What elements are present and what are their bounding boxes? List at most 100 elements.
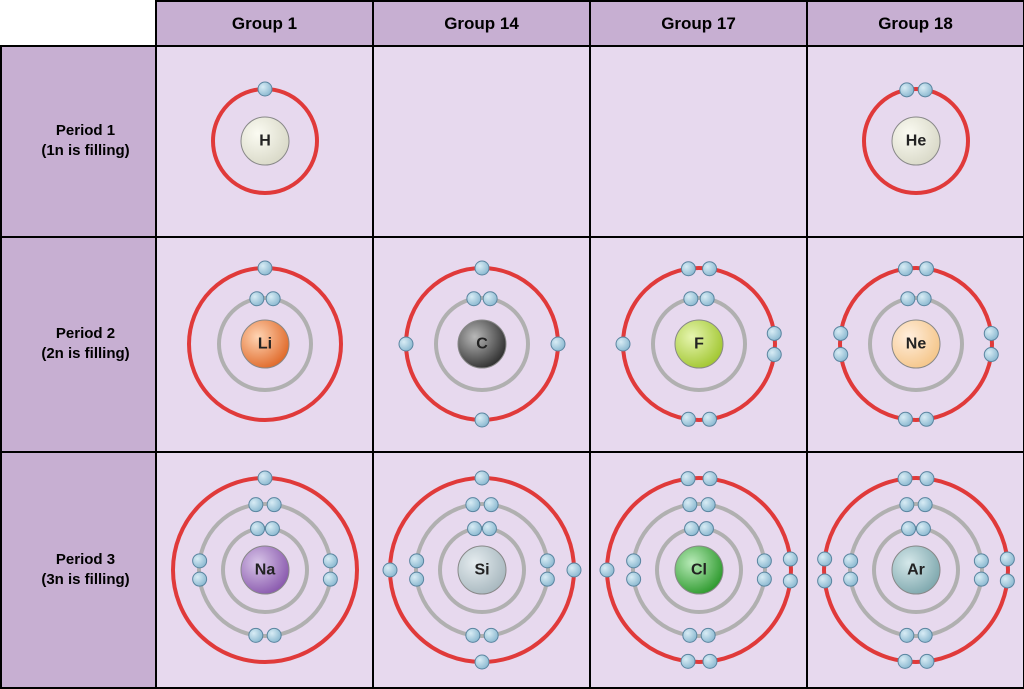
row-header-p1: Period 1(1n is filling) (1, 46, 156, 237)
electron (817, 552, 831, 566)
electron (757, 554, 771, 568)
electron (267, 498, 281, 512)
electron (567, 563, 581, 577)
cell-p2-g1: Li (156, 237, 373, 453)
electron (323, 572, 337, 586)
electron (323, 554, 337, 568)
electron (919, 654, 933, 668)
column-header-row: Group 1Group 14Group 17Group 18 (1, 1, 1024, 46)
electron (974, 554, 988, 568)
electron (900, 292, 914, 306)
element-symbol: Cl (691, 562, 707, 579)
electron (918, 83, 932, 97)
electron (984, 327, 998, 341)
element-symbol: H (259, 133, 271, 150)
cell-p2-g14: C (373, 237, 590, 453)
cell-p2-g17: F (590, 237, 807, 453)
electron (843, 554, 857, 568)
electron (682, 628, 696, 642)
electron (919, 413, 933, 427)
electron (409, 572, 423, 586)
period-row-p3: Period 3(3n is filling)NaSiClAr (1, 452, 1024, 688)
electron (483, 292, 497, 306)
period-row-p1: Period 1(1n is filling) H He (1, 46, 1024, 237)
electron (833, 327, 847, 341)
electron (701, 628, 715, 642)
electron (551, 337, 565, 351)
electron (192, 572, 206, 586)
electron (466, 292, 480, 306)
electron (702, 413, 716, 427)
cell-p3-g18: Ar (807, 452, 1024, 688)
electron (266, 292, 280, 306)
electron (899, 498, 913, 512)
cell-p1-g18: He (807, 46, 1024, 237)
electron (918, 628, 932, 642)
row-header-subtitle: (3n is filling) (16, 570, 155, 590)
electron (399, 337, 413, 351)
electron (475, 413, 489, 427)
electron (465, 498, 479, 512)
atom-Li: Li (178, 257, 352, 431)
electron (974, 572, 988, 586)
electron (898, 654, 912, 668)
electron (1000, 552, 1014, 566)
electron (843, 572, 857, 586)
electron (626, 572, 640, 586)
electron (984, 348, 998, 362)
atom-Ne: Ne (829, 257, 1003, 431)
blank-corner (1, 1, 156, 46)
element-symbol: F (694, 336, 704, 353)
electron (626, 554, 640, 568)
atom-C: C (395, 257, 569, 431)
electron (681, 472, 695, 486)
row-header-p2: Period 2(2n is filling) (1, 237, 156, 453)
electron (701, 498, 715, 512)
electron (258, 471, 272, 485)
electron (919, 472, 933, 486)
cell-p1-g14 (373, 46, 590, 237)
electron (702, 654, 716, 668)
cell-p3-g14: Si (373, 452, 590, 688)
element-symbol: Ne (905, 336, 926, 353)
electron (681, 654, 695, 668)
element-symbol: Si (474, 562, 489, 579)
electron (600, 563, 614, 577)
electron (757, 572, 771, 586)
atom-He: He (853, 78, 979, 204)
electron (467, 522, 481, 536)
column-header-g17: Group 17 (590, 1, 807, 46)
column-header-g14: Group 14 (373, 1, 590, 46)
element-symbol: He (905, 133, 926, 150)
electron (484, 628, 498, 642)
electron (898, 413, 912, 427)
electron (817, 574, 831, 588)
electron (917, 292, 931, 306)
atom-H: H (202, 78, 328, 204)
cell-p1-g17 (590, 46, 807, 237)
periodic-bohr-grid: Group 1Group 14Group 17Group 18 Period 1… (0, 0, 1024, 689)
electron (383, 563, 397, 577)
electron (833, 348, 847, 362)
electron (899, 83, 913, 97)
electron (248, 498, 262, 512)
electron (899, 628, 913, 642)
electron (409, 554, 423, 568)
element-symbol: Li (257, 336, 271, 353)
electron (250, 522, 264, 536)
electron (265, 522, 279, 536)
electron (682, 498, 696, 512)
atom-Na: Na (162, 467, 368, 673)
grid-table: Group 1Group 14Group 17Group 18 Period 1… (0, 0, 1024, 689)
electron (475, 471, 489, 485)
electron (484, 498, 498, 512)
atom-Si: Si (379, 467, 585, 673)
electron (783, 574, 797, 588)
electron (258, 261, 272, 275)
cell-p3-g1: Na (156, 452, 373, 688)
electron (767, 348, 781, 362)
electron (267, 628, 281, 642)
cell-p1-g1: H (156, 46, 373, 237)
electron (248, 628, 262, 642)
cell-p3-g17: Cl (590, 452, 807, 688)
